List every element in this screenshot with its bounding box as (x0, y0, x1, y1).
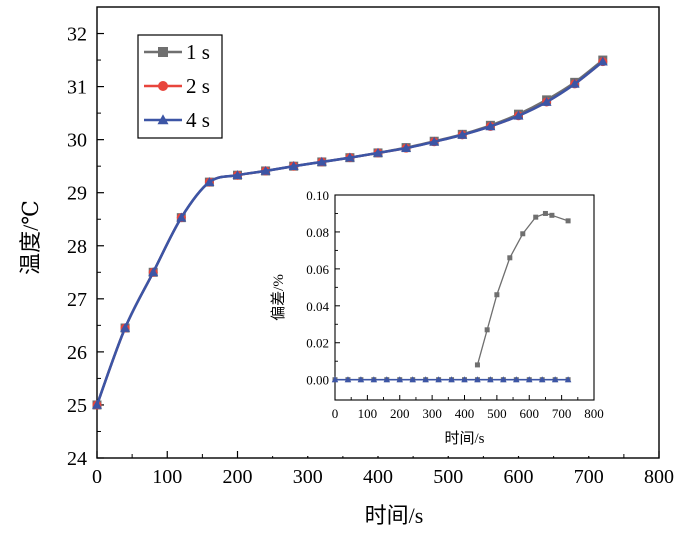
y-tick-label: 25 (67, 395, 87, 417)
inset-data-point (370, 376, 378, 383)
inset-data-point (538, 376, 546, 383)
inset-plot: 0 100 200 300 400 500 600 700 800 0.00 0.02 0.04 0.0… (270, 181, 607, 456)
x-tick-label: 200 (223, 466, 253, 488)
inset-data-point (564, 376, 572, 383)
inset-x-tick-label: 500 (487, 406, 507, 421)
inset-data-point (474, 362, 480, 368)
inset-data-point (409, 376, 416, 383)
x-tick-label: 300 (293, 466, 323, 488)
data-point (513, 110, 524, 120)
inset-x-axis-label: 时间/s (444, 430, 484, 447)
data-point (457, 129, 468, 139)
data-point (288, 161, 299, 171)
legend-label: 2 s (186, 74, 210, 98)
inset-y-tick-label: 0.08 (306, 225, 329, 240)
inset-data-point (533, 214, 539, 220)
inset-data-point (357, 376, 365, 383)
inset-data-point (474, 376, 481, 383)
main-plot: 0 100 200 300 400 500 600 700 800 24 25 26 27 28 29 30 3… (18, 6, 674, 528)
inset-data-point (549, 212, 555, 218)
data-point (260, 165, 271, 175)
data-point (344, 152, 355, 162)
inset-data-point (461, 376, 468, 383)
x-tick-label: 600 (504, 466, 534, 488)
inset-data-point (383, 376, 391, 383)
inset-x-tick-label: 0 (332, 406, 339, 421)
x-tick-label: 0 (92, 466, 102, 488)
legend-marker (158, 81, 168, 91)
inset-data-point (494, 292, 500, 298)
data-point (401, 143, 412, 152)
y-tick-label: 26 (67, 342, 87, 364)
data-point (232, 170, 243, 180)
inset-x-tick-label: 700 (552, 406, 572, 421)
inset-data-point (448, 376, 455, 383)
inset-data-point (422, 376, 429, 383)
y-tick-label: 31 (67, 77, 87, 99)
inset-data-point (565, 218, 571, 224)
inset-data-point (331, 376, 339, 383)
x-tick-label: 800 (644, 466, 674, 488)
x-tick-label: 500 (433, 466, 463, 488)
data-point (569, 78, 580, 88)
x-tick-label: 400 (363, 466, 393, 488)
inset-x-tick-label: 100 (358, 406, 378, 421)
data-point (316, 156, 327, 166)
inset-y-tick-label: 0.10 (306, 188, 329, 203)
data-point (597, 56, 608, 66)
inset-x-tick-label: 300 (422, 406, 442, 421)
data-point (176, 212, 187, 222)
inset-data-point (396, 376, 404, 383)
legend: 1 s 2 s 4 s (137, 34, 223, 139)
y-tick-label: 32 (67, 24, 87, 46)
inset-data-point (487, 376, 494, 383)
inset-y-tick-label: 0.02 (306, 336, 329, 351)
inset-data-point (525, 376, 533, 383)
inset-x-tick-label: 800 (584, 406, 604, 421)
x-tick-label: 700 (574, 466, 604, 488)
inset-data-point (507, 255, 513, 261)
data-point (148, 267, 159, 277)
data-point (120, 322, 131, 332)
y-tick-label: 30 (67, 130, 87, 152)
legend-marker (157, 114, 169, 125)
data-point (373, 147, 383, 157)
legend-label: 1 s (186, 40, 210, 64)
data-point (429, 136, 440, 146)
inset-data-point (551, 376, 559, 383)
legend-marker (158, 47, 168, 57)
inset-data-point (344, 376, 352, 383)
inset-x-tick-label: 400 (455, 406, 475, 421)
y-tick-label: 29 (67, 183, 87, 205)
inset-data-point (435, 376, 442, 383)
inset-y-axis-label: 偏差/% (270, 274, 287, 321)
inset-y-tick-label: 0.04 (306, 299, 329, 314)
data-point (485, 121, 496, 131)
data-point (541, 96, 552, 106)
inset-x-tick-label: 200 (390, 406, 410, 421)
y-tick-label: 28 (67, 236, 87, 258)
inset-data-point (542, 210, 548, 216)
inset-data-point (484, 327, 490, 333)
inset-data-point (513, 376, 520, 383)
data-point (204, 176, 215, 186)
x-axis-label: 时间/s (365, 503, 424, 528)
inset-y-tick-label: 0.00 (306, 373, 329, 388)
y-tick-label: 27 (67, 289, 87, 311)
y-tick-label: 24 (67, 448, 87, 470)
data-point (92, 399, 102, 409)
inset-background (270, 181, 607, 456)
inset-data-point (500, 376, 507, 383)
inset-y-tick-label: 0.06 (306, 262, 329, 277)
y-axis-label: 温度/℃ (18, 200, 43, 275)
inset-x-tick-label: 600 (520, 406, 540, 421)
inset-data-point (520, 231, 526, 237)
x-tick-label: 100 (152, 466, 182, 488)
legend-label: 4 s (186, 108, 210, 132)
